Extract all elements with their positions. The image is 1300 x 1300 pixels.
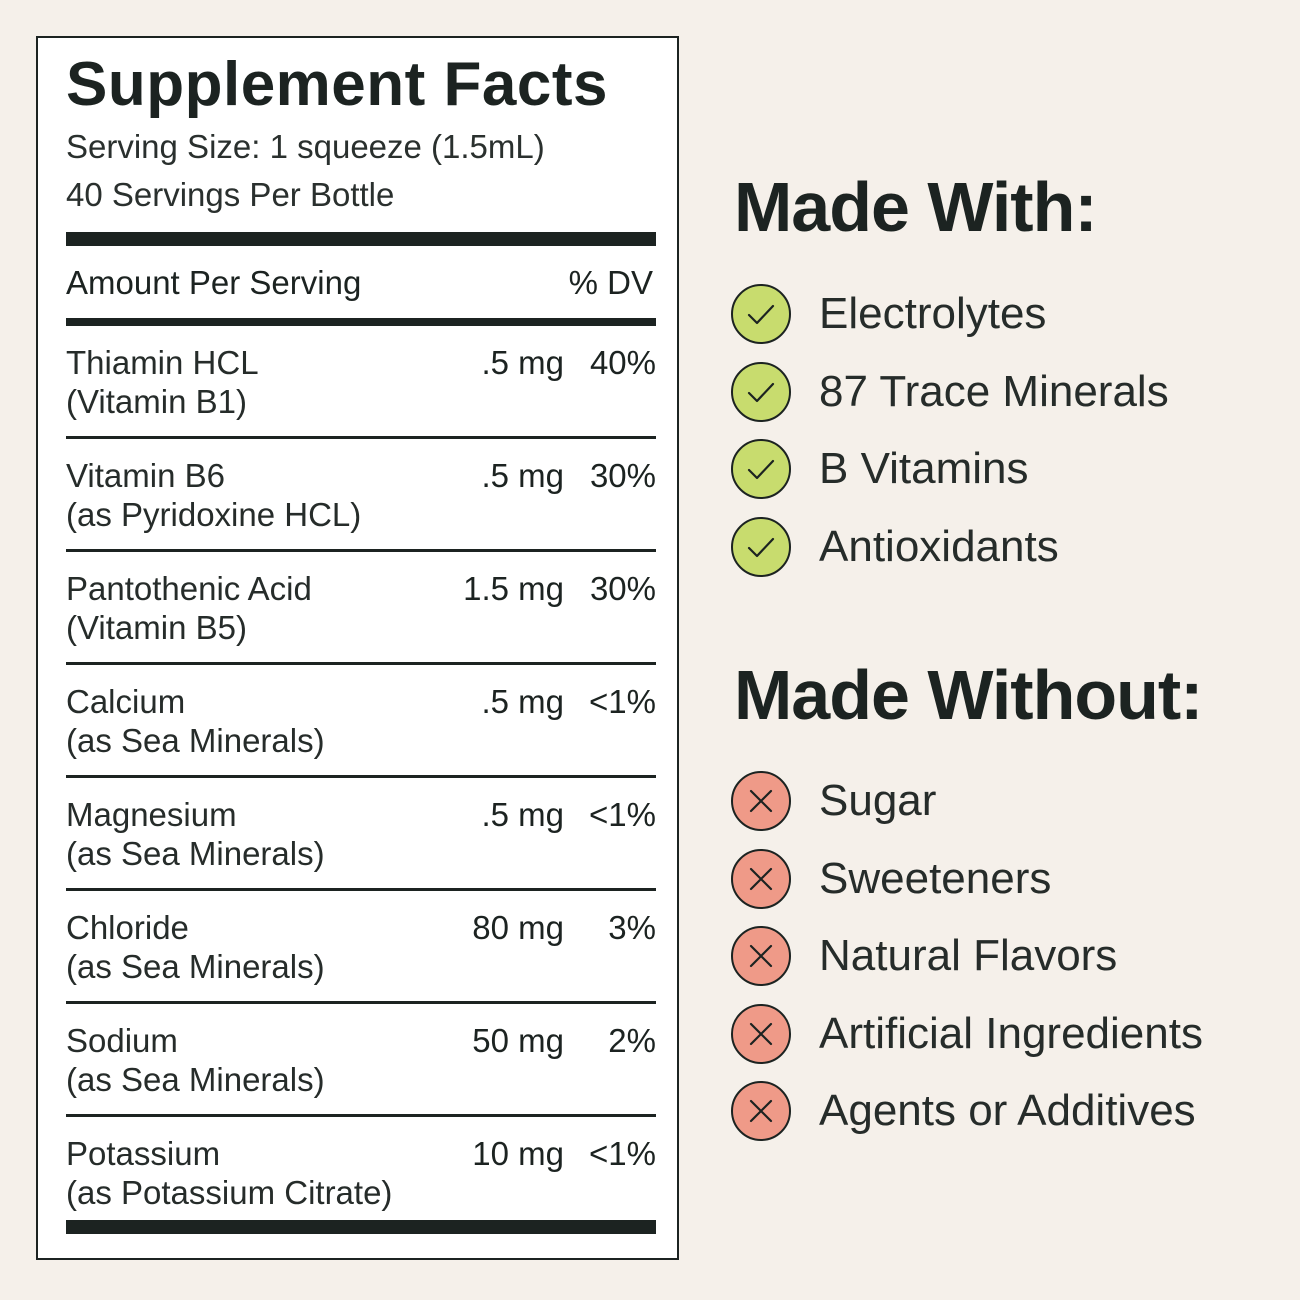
nutrient-row: Calcium (as Sea Minerals) .5 mg <1% [66, 665, 656, 778]
feature-label: Agents or Additives [819, 1086, 1196, 1135]
feature-label: Electrolytes [819, 289, 1047, 338]
made-with-item: 87 Trace Minerals [731, 361, 1291, 426]
nutrient-source: (Vitamin B1) [66, 383, 247, 420]
nutrient-source: (Vitamin B5) [66, 609, 247, 646]
row-divider [66, 436, 656, 439]
feature-label: Antioxidants [819, 521, 1059, 571]
nutrient-amount: .5 mg [481, 344, 564, 381]
nutrient-source: (as Sea Minerals) [66, 948, 325, 985]
nutrient-name: Chloride [66, 909, 189, 946]
servings-per-bottle: 40 Servings Per Bottle [66, 176, 395, 213]
check-icon [731, 284, 791, 344]
row-divider [66, 549, 656, 552]
daily-value-header: % DV [568, 264, 653, 301]
nutrient-daily-value: 3% [608, 909, 656, 946]
check-icon [731, 439, 791, 499]
feature-label: Artificial Ingredients [819, 1008, 1203, 1058]
nutrient-amount: .5 mg [481, 457, 564, 494]
feature-label: 87 Trace Minerals [819, 366, 1169, 416]
nutrient-amount: .5 mg [481, 683, 564, 720]
check-icon [731, 361, 791, 422]
nutrient-source: (as Pyridoxine HCL) [66, 496, 362, 533]
feature-label: B Vitamins [819, 444, 1029, 493]
nutrient-daily-value: <1% [589, 796, 656, 833]
thick-divider-bottom [66, 1220, 656, 1234]
x-icon [731, 926, 791, 986]
nutrient-source: (as Potassium Citrate) [66, 1174, 393, 1211]
nutrient-name: Potassium [66, 1135, 221, 1172]
nutrient-amount: .5 mg [481, 796, 564, 833]
nutrient-source: (as Sea Minerals) [66, 722, 325, 759]
row-divider [66, 662, 656, 665]
feature-label: Natural Flavors [819, 931, 1118, 980]
made-with-item: Antioxidants [731, 516, 1291, 581]
nutrient-row: Magnesium (as Sea Minerals) .5 mg <1% [66, 778, 656, 891]
nutrient-row: Vitamin B6 (as Pyridoxine HCL) .5 mg 30% [66, 439, 656, 552]
facts-title: Supplement Facts [66, 50, 608, 119]
nutrient-name: Calcium [66, 683, 186, 720]
amount-per-serving-header: Amount Per Serving [66, 264, 362, 301]
supplement-facts-panel: Supplement Facts Serving Size: 1 squeeze… [36, 36, 679, 1260]
nutrient-name: Sodium [66, 1022, 178, 1059]
made-with-title: Made With: [734, 168, 1098, 246]
nutrient-daily-value: 30% [589, 570, 656, 607]
made-without-item: Artificial Ingredients [731, 1003, 1291, 1068]
nutrient-row: Potassium (as Potassium Citrate) 10 mg <1% [66, 1117, 656, 1230]
nutrient-daily-value: <1% [589, 683, 656, 720]
serving-size: Serving Size: 1 squeeze (1.5mL) [66, 128, 545, 165]
nutrient-daily-value: <1% [589, 1135, 656, 1172]
nutrient-name: Magnesium [66, 796, 237, 833]
thick-divider-top [66, 232, 656, 246]
x-icon [731, 771, 791, 831]
nutrient-row: Sodium (as Sea Minerals) 50 mg 2% [66, 1004, 656, 1117]
row-divider [66, 888, 656, 891]
nutrient-daily-value: 2% [608, 1022, 656, 1059]
nutrient-source: (as Sea Minerals) [66, 1061, 325, 1098]
nutrient-amount: 50 mg [472, 1022, 564, 1059]
nutrient-amount: 1.5 mg [463, 570, 564, 607]
feature-label: Sugar [819, 776, 937, 825]
check-icon [731, 516, 791, 577]
made-without-item: Natural Flavors [731, 926, 1291, 990]
made-without-item: Sweeteners [731, 848, 1291, 913]
x-icon [731, 1003, 791, 1064]
nutrient-amount: 80 mg [472, 909, 564, 946]
nutrient-row: Thiamin HCL (Vitamin B1) .5 mg 40% [66, 326, 656, 439]
nutrient-name: Pantothenic Acid [66, 570, 312, 607]
made-with-item: B Vitamins [731, 439, 1291, 503]
made-with-item: Electrolytes [731, 284, 1291, 348]
x-icon [731, 1081, 791, 1141]
made-without-item: Agents or Additives [731, 1081, 1291, 1145]
nutrient-source: (as Sea Minerals) [66, 835, 325, 872]
made-without-title: Made Without: [734, 656, 1203, 734]
x-icon [731, 848, 791, 909]
feature-label: Sweeteners [819, 853, 1052, 903]
row-divider [66, 1001, 656, 1004]
nutrient-amount: 10 mg [472, 1135, 564, 1172]
nutrient-name: Vitamin B6 [66, 457, 225, 494]
header-divider [66, 318, 656, 326]
nutrient-row: Pantothenic Acid (Vitamin B5) 1.5 mg 30% [66, 552, 656, 665]
nutrient-daily-value: 40% [589, 344, 656, 381]
nutrient-daily-value: 30% [589, 457, 656, 494]
row-divider [66, 1114, 656, 1117]
nutrient-name: Thiamin HCL [66, 344, 259, 381]
nutrient-row: Chloride (as Sea Minerals) 80 mg 3% [66, 891, 656, 1004]
row-divider [66, 775, 656, 778]
made-without-item: Sugar [731, 771, 1291, 835]
